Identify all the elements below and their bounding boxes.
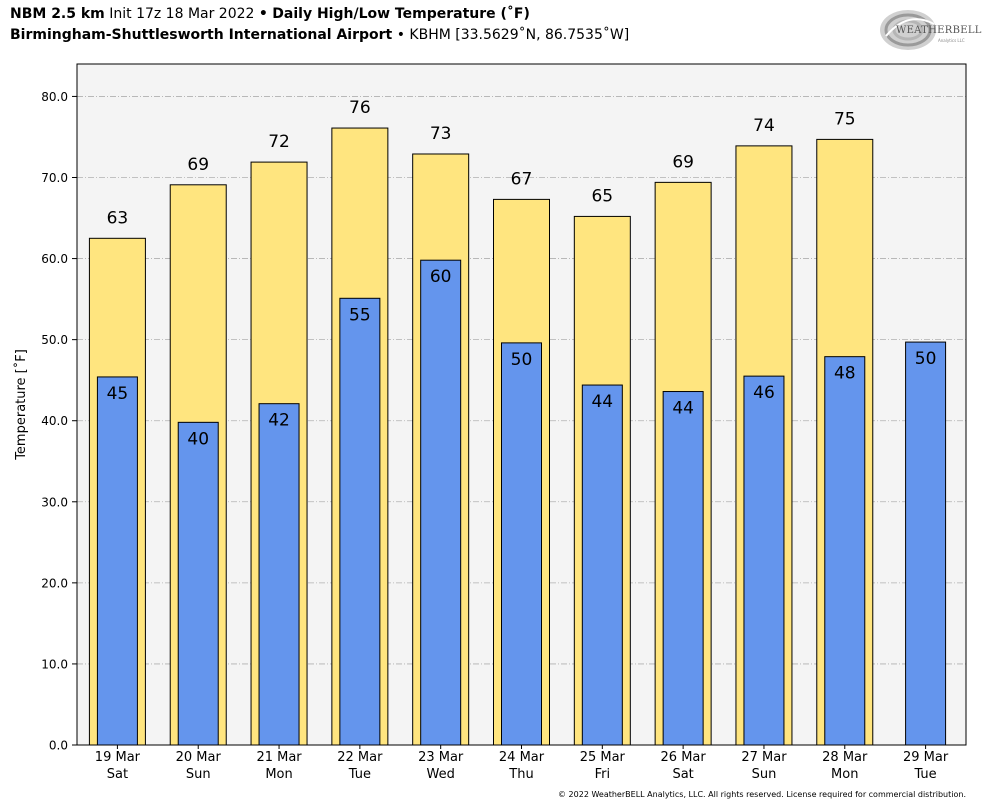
y-tick-label: 80.0: [41, 90, 68, 104]
high-temp-label: 63: [107, 208, 129, 228]
x-tick-date: 20 Mar: [176, 750, 222, 765]
high-temp-label: 67: [511, 169, 533, 189]
x-tick-day: Fri: [595, 767, 611, 782]
x-tick-date: 19 Mar: [95, 750, 141, 765]
low-temp-label: 44: [672, 399, 694, 419]
station-info: KBHM [33.5629˚N, 86.7535˚W]: [409, 27, 630, 43]
x-tick-day: Tue: [913, 767, 936, 782]
high-temp-label: 74: [753, 116, 775, 136]
x-tick-day: Sat: [107, 767, 128, 782]
low-temp-label: 40: [187, 429, 209, 449]
low-temp-bar: [581, 384, 623, 746]
x-tick-date: 29 Mar: [903, 750, 949, 765]
low-temp-bar: [662, 391, 704, 746]
y-tick-label: 10.0: [41, 657, 68, 671]
x-tick-date: 24 Mar: [499, 750, 545, 765]
x-tick-day: Wed: [427, 767, 455, 782]
high-temp-label: 69: [187, 155, 209, 175]
high-temp-label: 76: [349, 98, 371, 118]
x-tick-date: 25 Mar: [580, 750, 626, 765]
title-bullet: •: [258, 6, 268, 22]
low-temp-bar: [905, 341, 947, 746]
x-tick-day: Sat: [672, 767, 693, 782]
low-temp-label: 50: [511, 350, 533, 370]
station-line: Birmingham-Shuttlesworth International A…: [10, 27, 629, 43]
low-temp-label: 60: [430, 267, 452, 287]
low-temp-bar: [743, 375, 785, 746]
weatherbell-logo: WEATHERBELL Analytics LLC: [878, 6, 981, 54]
x-tick-day: Mon: [265, 767, 292, 782]
low-temp-bar: [258, 403, 300, 746]
low-temp-bar: [420, 259, 462, 746]
x-tick-date: 28 Mar: [822, 750, 868, 765]
logo-swirl-icon: [880, 10, 936, 50]
y-tick-label: 60.0: [41, 252, 68, 266]
init-time: Init 17z 18 Mar 2022: [109, 6, 255, 22]
low-temp-bar: [339, 297, 381, 746]
low-temp-bar: [177, 421, 219, 746]
y-tick-label: 0.0: [49, 739, 68, 753]
low-temp-bar: [824, 356, 866, 746]
low-temp-label: 44: [591, 392, 613, 412]
copyright-footer: © 2022 WeatherBELL Analytics, LLC. All r…: [558, 790, 966, 799]
y-tick-label: 70.0: [41, 171, 68, 185]
x-tick-date: 21 Mar: [256, 750, 302, 765]
x-tick-date: 23 Mar: [418, 750, 464, 765]
high-temp-label: 65: [591, 186, 613, 206]
chart-title: Daily High/Low Temperature (˚F): [272, 6, 530, 22]
y-tick-label: 30.0: [41, 495, 68, 509]
x-tick-day: Thu: [508, 767, 533, 782]
low-temp-label: 45: [107, 384, 129, 404]
y-tick-label: 20.0: [41, 576, 68, 590]
low-temp-label: 46: [753, 383, 775, 403]
high-temp-label: 72: [268, 132, 290, 152]
high-temp-label: 75: [834, 109, 856, 129]
logo-subtext: Analytics LLC: [938, 38, 965, 43]
logo-text: WEATHERBELL: [896, 25, 982, 36]
high-temp-label: 73: [430, 124, 452, 144]
y-axis-label: Temperature [˚F]: [13, 349, 29, 461]
low-temp-label: 48: [834, 364, 856, 384]
x-tick-day: Tue: [348, 767, 371, 782]
model-name: NBM 2.5 km: [10, 6, 105, 22]
low-temp-label: 42: [268, 411, 290, 431]
x-tick-day: Sun: [752, 767, 777, 782]
low-temp-label: 55: [349, 305, 371, 325]
x-tick-date: 27 Mar: [741, 750, 787, 765]
chart-title-line: NBM 2.5 km Init 17z 18 Mar 2022 • Daily …: [10, 6, 530, 22]
high-temp-label: 69: [672, 152, 694, 172]
low-temp-bar: [96, 376, 138, 746]
x-tick-day: Sun: [186, 767, 211, 782]
x-tick-date: 22 Mar: [337, 750, 383, 765]
low-temp-bar: [501, 342, 542, 746]
x-tick-day: Mon: [831, 767, 858, 782]
low-temp-label: 50: [915, 349, 937, 369]
station-name: Birmingham-Shuttlesworth International A…: [10, 27, 393, 43]
x-tick-date: 26 Mar: [661, 750, 707, 765]
y-tick-label: 50.0: [41, 333, 68, 347]
station-bullet: •: [396, 27, 405, 43]
y-tick-label: 40.0: [41, 414, 68, 428]
